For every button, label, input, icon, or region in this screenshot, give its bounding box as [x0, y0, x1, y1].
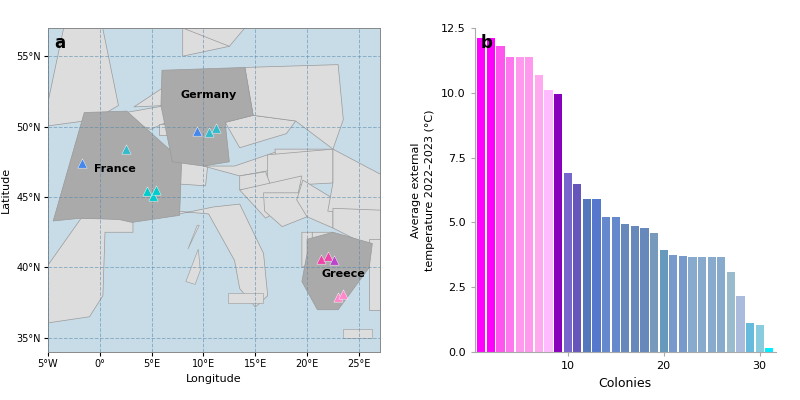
Bar [592, 199, 601, 352]
Bar [621, 224, 630, 352]
Polygon shape [126, 106, 166, 130]
Polygon shape [2, 239, 35, 310]
Point [141, 188, 154, 195]
Polygon shape [302, 232, 372, 310]
Bar [630, 226, 639, 352]
Polygon shape [159, 124, 167, 135]
Bar [736, 296, 745, 352]
Polygon shape [0, 49, 43, 106]
Text: Greece: Greece [322, 269, 366, 279]
Polygon shape [333, 208, 406, 246]
Bar [678, 256, 687, 352]
Bar [515, 56, 524, 352]
Bar [582, 199, 591, 352]
Bar [765, 348, 774, 352]
Text: Germany: Germany [181, 90, 237, 100]
Bar [755, 325, 764, 352]
Bar [563, 173, 572, 352]
Point [119, 146, 132, 152]
Polygon shape [225, 115, 296, 148]
Polygon shape [343, 330, 372, 338]
Point [328, 257, 341, 264]
Polygon shape [186, 249, 200, 284]
Polygon shape [6, 218, 133, 324]
X-axis label: Longitude: Longitude [186, 374, 242, 384]
Bar [544, 90, 553, 352]
Polygon shape [161, 68, 253, 166]
Polygon shape [302, 232, 318, 268]
Y-axis label: Average external
temperature 2022–2023 (°C): Average external temperature 2022–2023 (… [411, 109, 435, 271]
Polygon shape [240, 176, 302, 218]
Polygon shape [240, 172, 270, 190]
Bar [698, 257, 706, 352]
Bar [554, 94, 562, 352]
Y-axis label: Latitude: Latitude [1, 167, 11, 213]
Polygon shape [228, 293, 262, 303]
Bar [659, 250, 668, 352]
Point [332, 294, 345, 300]
Polygon shape [275, 149, 333, 162]
Polygon shape [312, 232, 333, 260]
Text: France: France [94, 164, 136, 174]
X-axis label: Colonies: Colonies [598, 376, 652, 390]
Polygon shape [134, 80, 174, 107]
Polygon shape [370, 239, 385, 310]
Bar [506, 56, 514, 352]
Polygon shape [152, 0, 307, 46]
Point [337, 291, 350, 298]
Bar [525, 56, 534, 352]
Bar [534, 75, 543, 352]
Text: b: b [481, 34, 493, 52]
Point [314, 256, 327, 262]
Bar [650, 233, 658, 352]
Bar [611, 217, 620, 352]
Text: a: a [54, 34, 66, 52]
Bar [496, 46, 505, 352]
Bar [477, 38, 486, 352]
Point [76, 160, 89, 166]
Bar [688, 257, 697, 352]
Bar [602, 217, 610, 352]
Bar [726, 272, 735, 352]
Point [150, 187, 162, 193]
Polygon shape [297, 180, 333, 228]
Polygon shape [188, 225, 199, 249]
Bar [669, 255, 678, 352]
Polygon shape [53, 111, 182, 222]
Bar [707, 257, 716, 352]
Polygon shape [161, 158, 209, 186]
Polygon shape [182, 14, 231, 56]
Polygon shape [146, 0, 172, 15]
Polygon shape [263, 193, 307, 227]
Polygon shape [328, 149, 407, 215]
Bar [746, 324, 754, 352]
Polygon shape [245, 65, 343, 149]
Point [191, 128, 204, 134]
Bar [640, 228, 649, 352]
Point [322, 253, 334, 260]
Point [210, 125, 222, 131]
Bar [486, 38, 495, 352]
Polygon shape [268, 149, 333, 186]
Polygon shape [172, 204, 268, 307]
Bar [573, 184, 582, 352]
Point [202, 129, 215, 136]
Polygon shape [203, 152, 278, 176]
Bar [717, 257, 726, 352]
Polygon shape [43, 4, 118, 127]
Point [146, 192, 159, 199]
